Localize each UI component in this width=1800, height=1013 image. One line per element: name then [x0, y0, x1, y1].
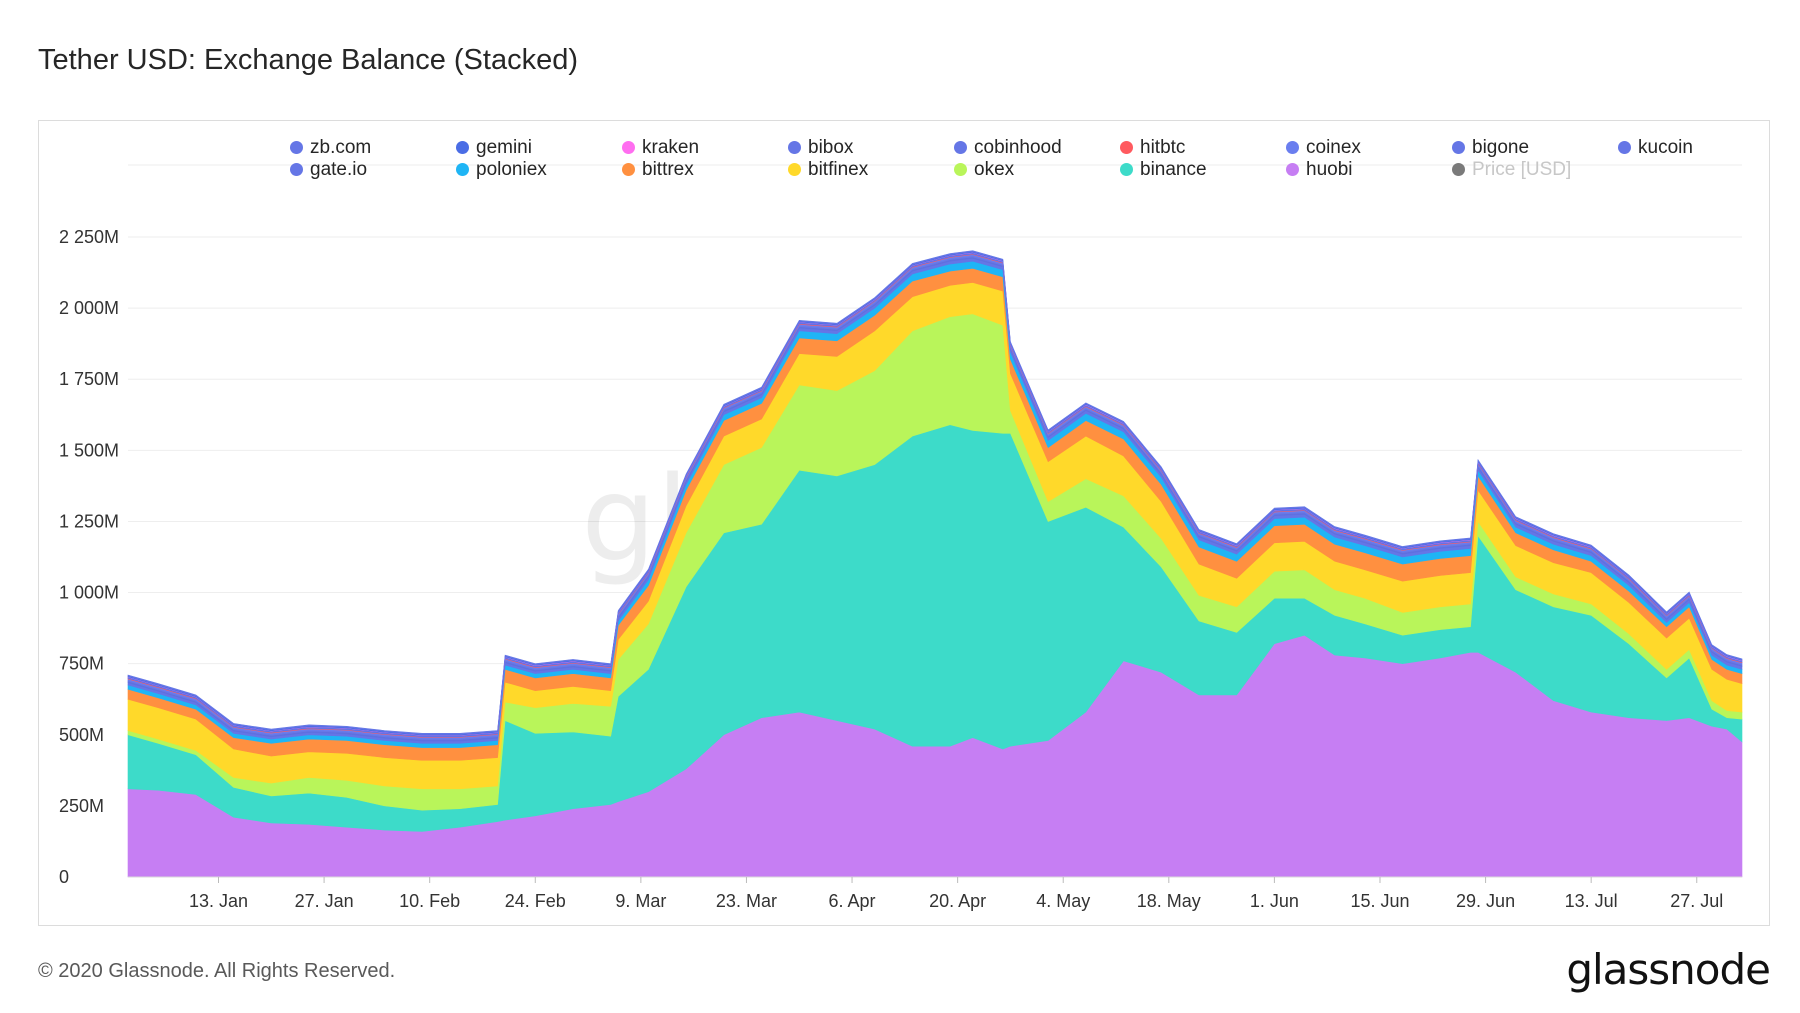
- legend-item-bitfinex[interactable]: bitfinex: [788, 159, 868, 181]
- legend-item-kraken[interactable]: kraken: [622, 137, 699, 159]
- legend-dot-icon: [456, 141, 469, 154]
- legend-item-bigone[interactable]: bigone: [1452, 137, 1529, 159]
- x-tick-label: 13. Jul: [1565, 891, 1618, 911]
- y-tick-label: 250M: [59, 796, 104, 816]
- legend-label: hitbtc: [1140, 137, 1186, 158]
- y-tick-label: 1 000M: [59, 583, 119, 603]
- legend-label: binance: [1140, 159, 1207, 180]
- legend-item-bibox[interactable]: bibox: [788, 137, 853, 159]
- x-tick-label: 10. Feb: [399, 891, 460, 911]
- legend-label: gemini: [476, 137, 532, 158]
- x-tick-label: 9. Mar: [615, 891, 666, 911]
- x-tick-label: 4. May: [1036, 891, 1090, 911]
- y-tick-label: 1 500M: [59, 440, 119, 460]
- legend-item-kucoin[interactable]: kucoin: [1618, 137, 1693, 159]
- legend-dot-icon: [1618, 141, 1631, 154]
- legend-label: kucoin: [1638, 137, 1693, 158]
- legend-label: huobi: [1306, 159, 1353, 180]
- y-tick-label: 750M: [59, 654, 104, 674]
- legend-item-zb-com[interactable]: zb.com: [290, 137, 371, 159]
- legend-item-coinex[interactable]: coinex: [1286, 137, 1361, 159]
- legend-dot-icon: [290, 141, 303, 154]
- legend-dot-icon: [456, 163, 469, 176]
- legend-item-price-usd-[interactable]: Price [USD]: [1452, 159, 1571, 181]
- legend-item-gemini[interactable]: gemini: [456, 137, 532, 159]
- x-tick-label: 18. May: [1137, 891, 1201, 911]
- legend-item-gate-io[interactable]: gate.io: [290, 159, 367, 181]
- chart-title: Tether USD: Exchange Balance (Stacked): [38, 44, 578, 76]
- legend-dot-icon: [1452, 163, 1465, 176]
- legend-dot-icon: [290, 163, 303, 176]
- x-axis: 13. Jan 27. Jan 10. Feb 24. Feb 9. Mar 23. Ma…: [128, 876, 1742, 911]
- legend-item-poloniex[interactable]: poloniex: [456, 159, 547, 181]
- x-tick-label: 23. Mar: [716, 891, 777, 911]
- legend-item-okex[interactable]: okex: [954, 159, 1014, 181]
- legend-dot-icon: [788, 141, 801, 154]
- legend-label: zb.com: [310, 137, 372, 158]
- x-tick-label: 20. Apr: [929, 891, 986, 911]
- legend-label: coinex: [1306, 137, 1361, 158]
- x-tick-label: 15. Jun: [1350, 891, 1409, 911]
- legend-item-bittrex[interactable]: bittrex: [622, 159, 694, 181]
- x-tick-label: 27. Jul: [1670, 891, 1723, 911]
- legend-label: Price [USD]: [1472, 159, 1572, 180]
- x-tick-label: 24. Feb: [505, 891, 566, 911]
- legend-label: bibox: [808, 137, 854, 158]
- legend-item-huobi[interactable]: huobi: [1286, 159, 1353, 181]
- copyright-footer: © 2020 Glassnode. All Rights Reserved.: [38, 960, 396, 982]
- legend-dot-icon: [622, 141, 635, 154]
- legend-dot-icon: [788, 163, 801, 176]
- legend-dot-icon: [1286, 141, 1299, 154]
- x-tick-label: 29. Jun: [1456, 891, 1515, 911]
- x-tick-label: 13. Jan: [189, 891, 248, 911]
- y-tick-label: 2 250M: [59, 227, 119, 247]
- legend-dot-icon: [954, 163, 967, 176]
- y-tick-label: 2 000M: [59, 298, 119, 318]
- glassnode-logo[interactable]: glassnode: [1566, 945, 1771, 994]
- x-tick-label: 27. Jan: [295, 891, 354, 911]
- y-tick-label: 500M: [59, 725, 104, 745]
- legend-dot-icon: [954, 141, 967, 154]
- legend-dot-icon: [1452, 141, 1465, 154]
- legend-label: bigone: [1472, 137, 1530, 158]
- legend-dot-icon: [1120, 163, 1133, 176]
- legend-label: bittrex: [642, 159, 694, 180]
- area-series: [127, 250, 1743, 878]
- legend-label: gate.io: [310, 159, 368, 180]
- legend-label: poloniex: [476, 159, 547, 180]
- legend-label: cobinhood: [974, 137, 1062, 158]
- legend-item-hitbtc[interactable]: hitbtc: [1120, 137, 1185, 159]
- y-tick-label: 1 750M: [59, 369, 119, 389]
- legend-item-cobinhood[interactable]: cobinhood: [954, 137, 1062, 159]
- legend-dot-icon: [622, 163, 635, 176]
- x-tick-label: 1. Jun: [1250, 891, 1299, 911]
- legend-dot-icon: [1286, 163, 1299, 176]
- chart-frame: [38, 120, 1770, 926]
- legend-dot-icon: [1120, 141, 1133, 154]
- y-tick-label: 0: [59, 867, 69, 887]
- area-zb-com[interactable]: [127, 250, 1743, 735]
- y-tick-label: 1 250M: [59, 511, 119, 531]
- y-axis: 0 250M 500M 750M 1 000M 1 250M 1 500M 1 750M 2 0…: [59, 227, 119, 887]
- x-tick-label: 6. Apr: [829, 891, 876, 911]
- legend-label: bitfinex: [808, 159, 869, 180]
- legend-label: kraken: [642, 137, 700, 158]
- legend-item-binance[interactable]: binance: [1120, 159, 1207, 181]
- legend-label: okex: [974, 159, 1015, 180]
